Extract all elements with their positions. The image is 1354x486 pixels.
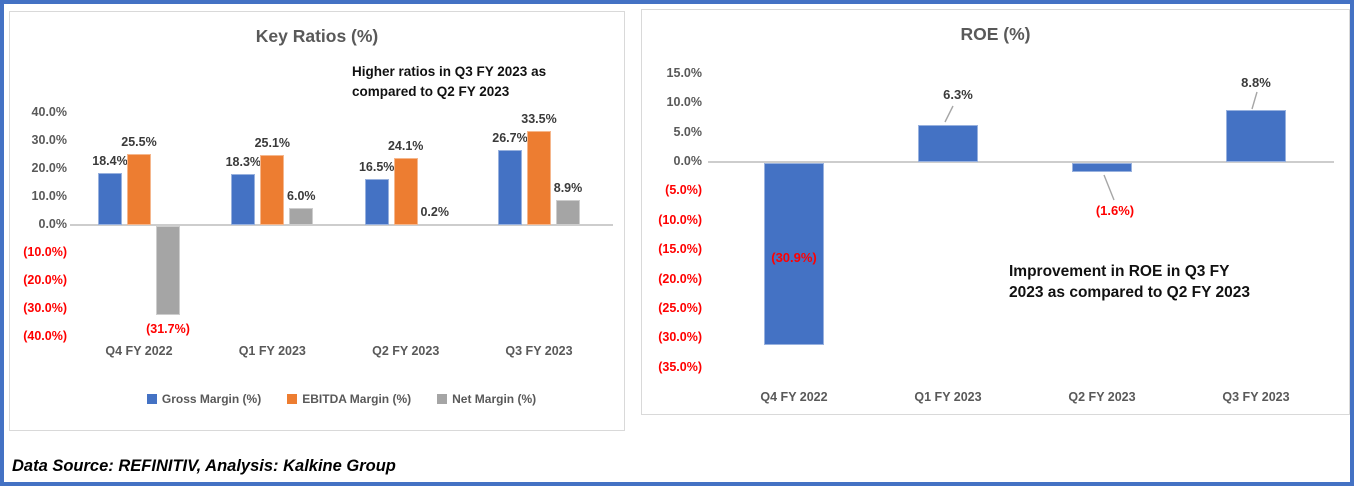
bar-ebitda-margin-q2-fy-2023 — [393, 157, 418, 225]
y-axis-tick: (20.0%) — [658, 271, 702, 286]
bar-gross-margin-q2-fy-2023 — [364, 178, 389, 225]
data-label: 18.3% — [225, 154, 262, 169]
data-label: 6.3% — [943, 87, 973, 102]
legend-label: Net Margin (%) — [452, 392, 537, 406]
data-label: 25.5% — [121, 134, 157, 149]
data-label: 18.4% — [92, 154, 128, 169]
y-axis-tick: 30.0% — [31, 133, 67, 147]
bar-net-margin-q3-fy-2023 — [556, 200, 580, 225]
y-axis-tick: (5.0%) — [665, 183, 702, 198]
legend: Gross Margin (%) EBITDA Margin (%) Net Mar… — [70, 392, 613, 406]
x-axis-label-q2-fy-2023: Q2 FY 2023 — [372, 344, 440, 358]
leader-line-overlay — [944, 91, 1258, 201]
bar-gross-margin-q4-fy-2022 — [98, 173, 122, 225]
data-label: 8.8% — [1241, 75, 1271, 90]
bar-roe-q3-fy-2023 — [1226, 110, 1286, 162]
bar-net-margin-q2-fy-2023 — [422, 224, 447, 226]
x-axis-label-q3-fy-2023: Q3 FY 2023 — [505, 344, 573, 358]
data-label: 16.5% — [358, 159, 395, 174]
bar-roe-q4-fy-2022 — [764, 163, 824, 345]
y-axis-tick: (10.0%) — [658, 212, 702, 227]
data-label: 33.5% — [521, 112, 557, 127]
annotation-line: Improvement in ROE in Q3 FY — [1009, 263, 1230, 280]
data-label: (31.7%) — [146, 321, 190, 336]
x-axis-label-q3-fy-2023: Q3 FY 2023 — [1222, 390, 1290, 404]
x-axis-label-q4-fy-2022: Q4 FY 2022 — [760, 390, 828, 404]
y-axis-tick: (30.0%) — [658, 330, 702, 345]
y-axis-tick: 0.0% — [38, 217, 68, 231]
y-axis-tick: (20.0%) — [23, 273, 67, 287]
bar-roe-q2-fy-2023 — [1072, 163, 1132, 173]
y-axis-tick: 40.0% — [31, 105, 67, 119]
legend-item-net-margin: Net Margin (%) — [437, 392, 536, 406]
y-axis-tick: 15.0% — [666, 65, 702, 80]
x-axis-label-q2-fy-2023: Q2 FY 2023 — [1068, 390, 1136, 404]
y-axis-tick: (30.0%) — [23, 301, 67, 315]
bar-roe-q1-fy-2023 — [918, 124, 978, 162]
legend-swatch — [287, 394, 298, 404]
bar-ebitda-margin-q3-fy-2023 — [527, 131, 551, 225]
chart-title-key-ratios: Key Ratios (%) — [255, 26, 379, 46]
x-axis-label-q4-fy-2022: Q4 FY 2022 — [105, 344, 173, 358]
bar-ebitda-margin-q1-fy-2023 — [260, 154, 285, 225]
zero-axis-line — [70, 224, 613, 226]
bar-ebitda-margin-q4-fy-2022 — [127, 153, 151, 225]
data-label: (30.9%) — [771, 250, 817, 265]
bar-net-margin-q4-fy-2022 — [156, 226, 180, 315]
chart-title-roe: ROE (%) — [960, 24, 1031, 44]
x-axis-label-q1-fy-2023: Q1 FY 2023 — [238, 344, 306, 358]
data-label: 25.1% — [254, 135, 291, 150]
y-axis-tick: (25.0%) — [658, 301, 702, 315]
roe-chart-panel: ROE (%) Improvement in ROE in Q3 FY 2023… — [641, 9, 1350, 415]
legend-item-gross-margin: Gross Margin (%) — [146, 392, 262, 406]
data-label: 8.9% — [553, 181, 583, 196]
y-axis-tick: 10.0% — [666, 95, 702, 110]
leader-line — [1103, 174, 1115, 201]
y-axis-tick: 20.0% — [31, 161, 67, 175]
annotation-key-ratios: Higher ratios in Q3 FY 2023 as compared … — [352, 62, 592, 102]
annotation-line: 2023 as compared to Q2 FY 2023 — [1009, 284, 1250, 301]
bar-gross-margin-q3-fy-2023 — [498, 150, 522, 225]
bar-net-margin-q1-fy-2023 — [289, 208, 314, 225]
bar-gross-margin-q1-fy-2023 — [231, 173, 256, 225]
annotation-roe: Improvement in ROE in Q3 FY 2023 as comp… — [1009, 261, 1294, 303]
data-label: (1.6%) — [1095, 203, 1135, 218]
legend-item-ebitda-margin: EBITDA Margin (%) — [287, 392, 411, 406]
data-label: 24.1% — [387, 138, 424, 153]
y-axis-tick: (35.0%) — [658, 359, 702, 374]
legend-label: EBITDA Margin (%) — [302, 392, 412, 406]
source-note: Data Source: REFINITIV, Analysis: Kalkin… — [12, 457, 396, 475]
leader-line — [944, 105, 954, 123]
data-label: 26.7% — [492, 131, 528, 146]
x-axis-label-q1-fy-2023: Q1 FY 2023 — [914, 390, 982, 404]
zero-axis-line — [708, 161, 1334, 163]
y-axis-tick: (10.0%) — [23, 245, 67, 259]
legend-swatch — [146, 394, 157, 404]
y-axis-tick: 0.0% — [673, 154, 703, 168]
leader-line — [1251, 91, 1258, 110]
y-axis-tick: (15.0%) — [658, 242, 702, 257]
annotation-line: Higher ratios in Q3 FY 2023 as — [352, 64, 547, 79]
y-axis-tick: 5.0% — [673, 124, 703, 139]
key-ratios-chart-panel: Key Ratios (%) Higher ratios in Q3 FY 20… — [9, 11, 625, 431]
annotation-line: compared to Q2 FY 2023 — [352, 84, 510, 99]
data-label: 6.0% — [287, 189, 316, 204]
y-axis-tick: (40.0%) — [23, 329, 67, 343]
y-axis-tick: 10.0% — [31, 189, 67, 203]
legend-swatch — [437, 394, 448, 404]
legend-label: Gross Margin (%) — [161, 392, 262, 406]
data-label: 0.2% — [420, 205, 449, 219]
